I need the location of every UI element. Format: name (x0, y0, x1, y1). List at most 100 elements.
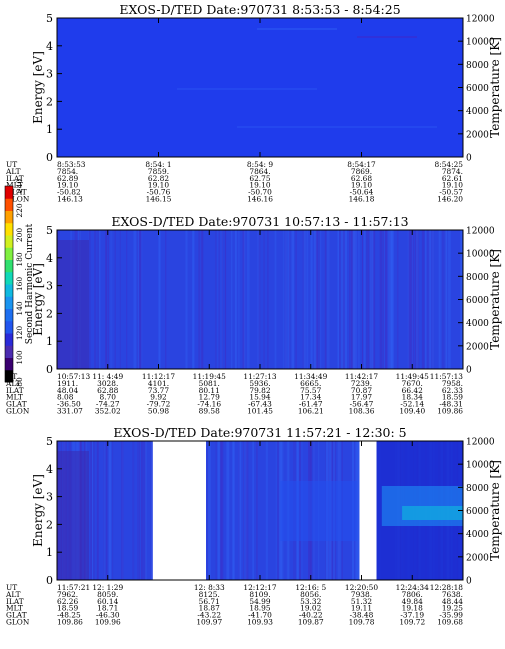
ephemeris-value: 106.21 (298, 407, 324, 416)
ephemeris-value: 62.88 (97, 386, 118, 395)
ephemeris-value: 11:42:17 (345, 372, 378, 381)
ephemeris-value: 62.68 (351, 174, 372, 183)
texture-band (402, 506, 463, 520)
texture-streak (362, 230, 364, 369)
ephemeris-value: -61.47 (299, 400, 323, 409)
texture-streak (105, 230, 107, 369)
texture-streak (344, 230, 347, 369)
texture-streak (133, 230, 137, 369)
texture-streak (257, 28, 337, 30)
texture-streak (202, 230, 204, 369)
texture-streak (151, 441, 153, 580)
colorbar-frame (4, 185, 14, 383)
texture-streak (387, 230, 389, 369)
texture-streak (410, 230, 413, 369)
texture-streak (217, 230, 219, 369)
y-tick-label: 0 (46, 574, 53, 587)
ephemeris-value: 146.20 (437, 195, 463, 204)
ephemeris-value: 8.08 (57, 393, 74, 402)
panel-title: EXOS-D/TED Date:970731 11:57:21 - 12:30:… (113, 425, 406, 440)
ephemeris-value: 12:16: 5 (295, 583, 326, 592)
texture-streak (349, 230, 351, 369)
texture-streak (93, 441, 95, 580)
spectrogram-panel-2: EXOS-D/TED Date:970731 10:57:13 - 11:57:… (5, 214, 502, 416)
ephemeris-value: 19.10 (442, 181, 463, 190)
y-tick-label: 2 (46, 518, 53, 531)
texture-streak (126, 230, 128, 369)
ephemeris-row-label: ILAT (6, 386, 24, 395)
texture-streak (139, 230, 142, 369)
ephemeris-value: 66.42 (402, 386, 423, 395)
texture-streak (342, 230, 345, 369)
y2-tick-label: 12000 (466, 227, 495, 237)
ephemeris-value: -52.14 (400, 400, 424, 409)
colorbar-swatch (5, 235, 13, 248)
colorbar-tick-label: 180 (15, 252, 24, 267)
colorbar-tick-label: 80 (15, 377, 24, 387)
spectrogram-field (57, 18, 463, 157)
ephemeris-value: 19.10 (351, 181, 372, 190)
texture-streak (384, 230, 388, 369)
ephemeris-value: -48.25 (57, 611, 81, 620)
texture-streak (285, 230, 287, 369)
panel-title: EXOS-D/TED Date:970731 10:57:13 - 11:57:… (111, 214, 408, 229)
ephemeris-value: -46.30 (96, 611, 120, 620)
colorbar-tick-label: 200 (15, 228, 24, 243)
ephemeris-value: 8:54:25 (435, 160, 464, 169)
texture-streak (91, 441, 94, 580)
texture-streak (139, 441, 140, 580)
texture-streak (88, 230, 91, 369)
panel-title: EXOS-D/TED Date:970731 8:53:53 - 8:54:25 (119, 2, 400, 17)
ephemeris-value: 11:57:13 (430, 372, 463, 381)
ephemeris-value: 15.94 (249, 393, 270, 402)
y-tick-label: 1 (46, 123, 53, 136)
ephemeris-value: 109.97 (196, 618, 222, 627)
texture-streak (291, 230, 295, 369)
ephemeris-value: 6665. (300, 379, 321, 388)
ephemeris-value: 18.59 (57, 604, 78, 613)
ephemeris-value: -56.47 (350, 400, 374, 409)
y-tick-label: 4 (46, 40, 53, 53)
texture-streak (224, 230, 226, 369)
texture-streak (303, 230, 306, 369)
ephemeris-value: 49.84 (402, 597, 423, 606)
colorbar-swatch (5, 296, 13, 309)
ephemeris-value: -48.31 (439, 400, 463, 409)
y-axis-label: Energy [eV] (31, 51, 45, 124)
texture-streak (367, 230, 370, 369)
texture-streak (338, 230, 342, 369)
colorbar-tick-label: 160 (15, 277, 24, 292)
colorbar-swatch (5, 357, 13, 371)
texture-streak (208, 441, 211, 580)
texture-streak (265, 441, 268, 580)
texture-streak (444, 230, 446, 369)
texture-streak (310, 230, 313, 369)
y2-tick-label: 0 (466, 366, 472, 376)
ephemeris-value: 7958. (442, 379, 463, 388)
texture-streak (421, 230, 425, 369)
colorbar-tick-label: 100 (15, 350, 24, 365)
ephemeris-value: 73.77 (148, 386, 169, 395)
colorbar-tick-label: 220 (15, 203, 24, 218)
texture-streak (207, 441, 209, 580)
y-tick-label: 5 (46, 435, 53, 448)
ephemeris-value: 5081. (199, 379, 220, 388)
texture-streak (91, 441, 93, 580)
ephemeris-value: -74.27 (96, 400, 120, 409)
ephemeris-value: 17.34 (300, 393, 321, 402)
colorbar-label: Second Harmonic Current (25, 223, 35, 344)
texture-streak (277, 441, 280, 580)
texture-streak (112, 441, 114, 580)
y2-tick-label: 4000 (466, 530, 489, 540)
texture-streak (137, 230, 140, 369)
texture-streak (415, 230, 419, 369)
data-gap (359, 440, 377, 581)
texture-streak (192, 230, 195, 369)
ephemeris-value: 19.10 (249, 181, 270, 190)
texture-streak (337, 230, 340, 369)
ephemeris-value: 12:12:17 (243, 583, 276, 592)
colorbar-swatch (5, 284, 13, 297)
ephemeris-value: -74.16 (197, 400, 221, 409)
y2-tick-label: 2000 (466, 342, 489, 352)
colorbar-swatch (5, 186, 13, 199)
